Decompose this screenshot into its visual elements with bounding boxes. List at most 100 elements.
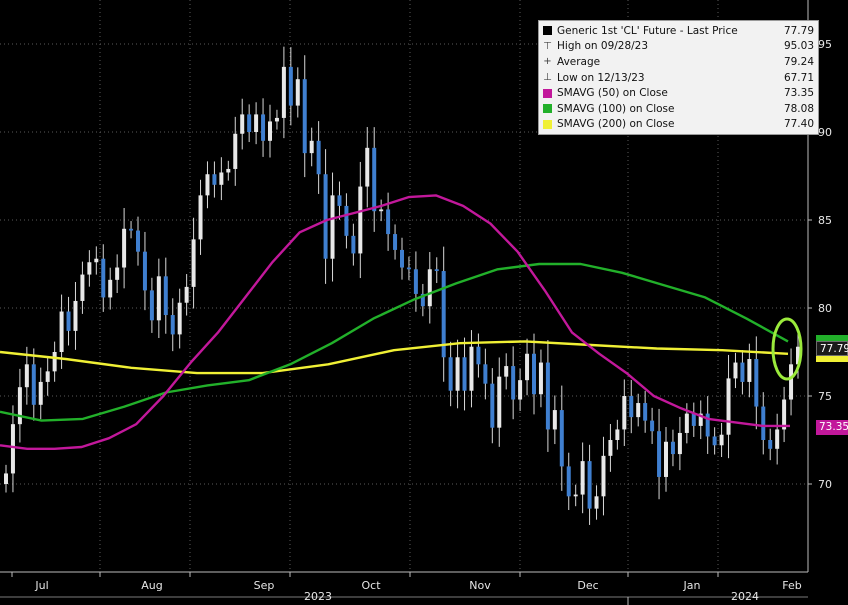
candle-body [462,357,467,391]
legend-label-average: Average [557,55,601,68]
candle-body [45,371,50,382]
candle-body [94,258,99,263]
candle-body [518,380,523,400]
legend-item-average: + Average 79.24 [543,54,814,70]
candle-body [177,302,182,335]
candle-body [740,362,745,382]
candle-body [469,346,474,391]
x-tick-label-Oct: Oct [361,579,381,592]
candle-body [400,249,404,268]
candle-body [226,168,231,173]
candle-body [538,362,543,395]
candle-body [726,378,731,435]
candle-body [448,357,453,391]
candle-body [358,186,363,254]
candle-body [733,362,738,379]
candle-body [254,114,259,132]
candle-body [559,410,564,467]
chart-legend: Generic 1st 'CL' Future - Last Price 77.… [538,20,819,136]
candle-body [684,413,689,433]
candle-body [73,300,78,331]
candle-body [191,239,196,287]
candle-body [664,441,668,477]
candle-body [184,286,189,303]
candle-body [59,311,64,352]
legend-swatch-sma50 [543,88,552,98]
candle-body [719,434,724,446]
candle-body [38,381,43,405]
candle-body [497,376,502,428]
candle-body [101,258,106,298]
candle-body [295,79,300,106]
x-axis: Jul Aug Sep Oct Nov Dec Jan Feb 2023 2024 [0,572,808,605]
low-marker-icon: ⊥ [543,72,552,84]
candle-body [761,406,766,440]
x-tick-label-Aug: Aug [141,579,162,592]
candle-body [4,473,8,484]
candle-body [441,271,446,358]
candle-body [476,346,481,365]
candle-body [511,366,516,400]
candle-body [10,424,15,474]
candle-body [580,461,585,495]
y-tick-label-85: 85 [818,214,832,227]
legend-value-price: 77.79 [783,24,814,37]
legend-value-average: 79.24 [783,55,814,68]
candle-body [712,436,717,446]
candle-body [490,383,495,428]
candle-body [782,399,787,430]
candle-body [323,174,328,259]
candle-body [393,234,398,250]
candle-body [601,455,606,497]
y-tick-label-80: 80 [818,302,832,315]
candle-body [434,269,439,272]
candle-body [170,315,175,335]
candle-body [351,235,356,254]
candle-body [365,147,370,187]
legend-label-sma200: SMAVG (200) on Close [557,118,675,131]
candle-body [747,359,752,382]
sma50-tag: 73.35 [816,420,848,435]
candle-body [386,209,391,235]
candle-body [650,420,655,432]
year-label-2024: 2024 [731,590,759,603]
candle-body [608,440,613,456]
candle-body [545,362,550,430]
y-tick-label-75: 75 [818,390,832,403]
y-tick-label-90: 90 [818,126,832,139]
candle-body [129,228,134,231]
candle-body [427,269,432,307]
legend-value-high: 95.03 [783,40,814,53]
candle-body [768,440,773,449]
candle-body [122,228,127,268]
legend-swatch-sma200 [543,119,552,129]
legend-item-sma100: SMAVG (100) on Close 78.08 [543,101,814,117]
candle-body [594,496,599,509]
y-tick-label-70: 70 [818,478,832,491]
y-tick-label-95: 95 [818,38,832,51]
candle-body [629,396,634,418]
sma200-line [0,340,789,375]
candle-body [573,494,578,497]
x-tick-label-Nov: Nov [469,579,491,592]
candle-body [281,66,286,118]
x-tick-label-Jul: Jul [34,579,48,592]
candle-body [420,293,425,307]
highlight-ellipse [771,317,803,381]
candle-body [247,114,252,132]
sma50-line [0,194,790,450]
moving-averages [0,194,790,450]
candle-body [219,172,224,185]
candle-body [406,267,411,270]
candle-body [532,353,536,395]
x-tick-label-Dec: Dec [577,579,598,592]
legend-value-low: 67.71 [783,71,814,84]
candle-body [525,353,530,381]
x-tick-label-Feb: Feb [782,579,801,592]
last-price-tag: 77.79 [816,341,848,356]
x-tick-label-Sep: Sep [254,579,275,592]
candle-body [268,121,272,141]
grid-lines [0,0,809,573]
candle-body [52,352,57,372]
candle-body [316,140,321,175]
